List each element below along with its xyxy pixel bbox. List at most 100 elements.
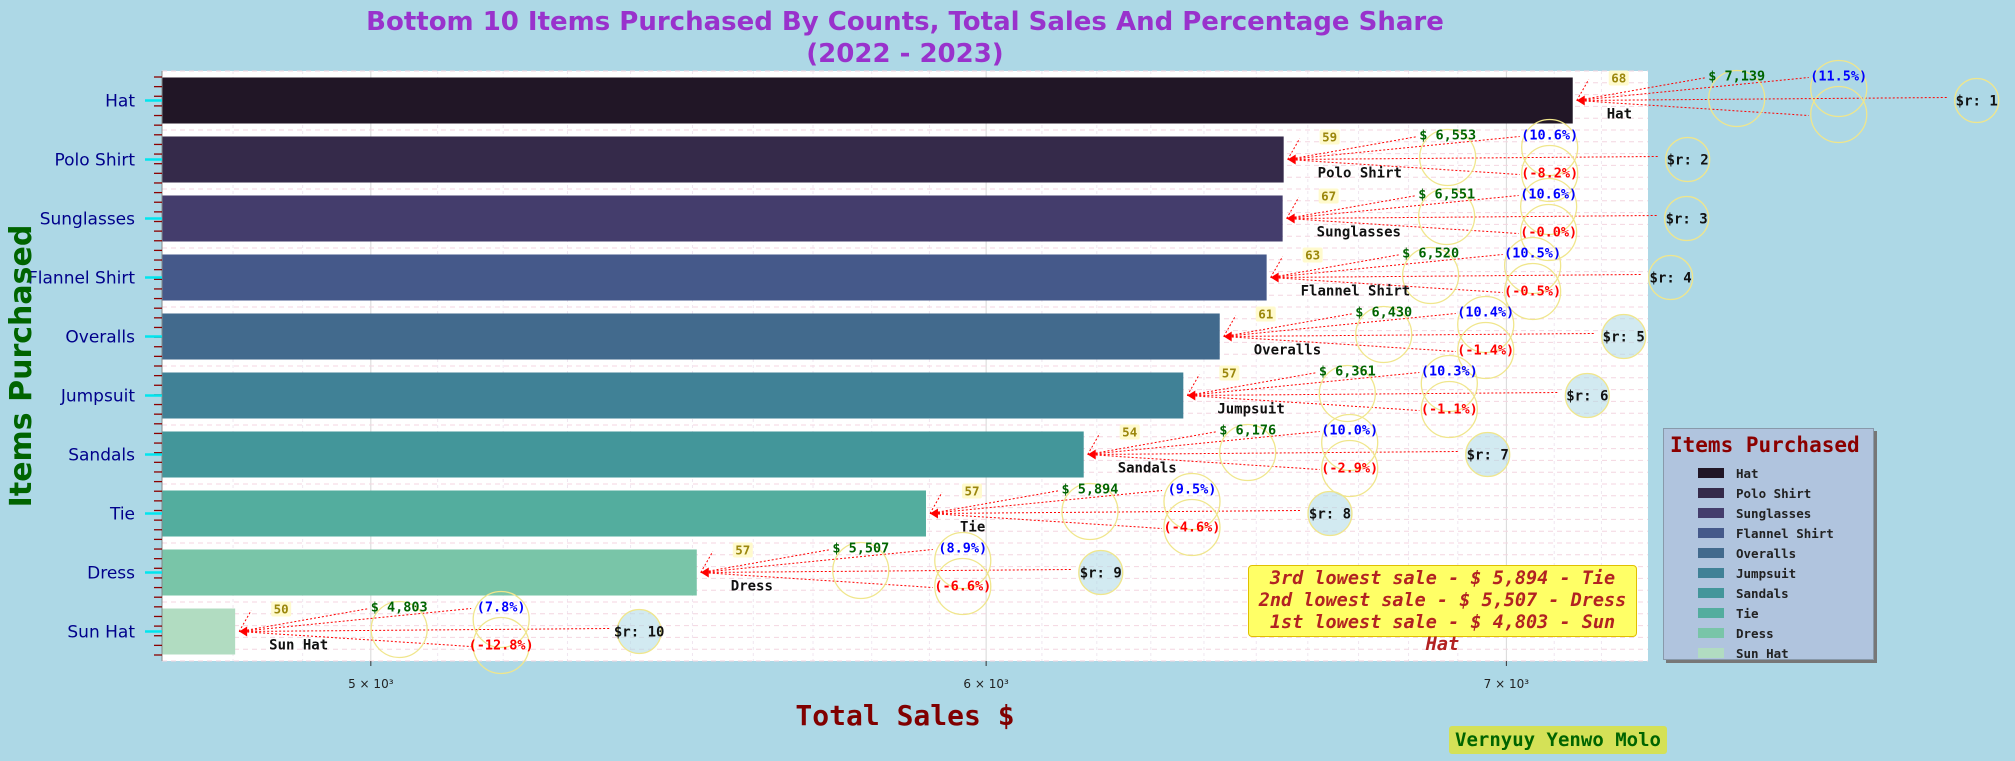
legend-label: Overalls [1736, 545, 1797, 561]
bar-7 [162, 490, 926, 537]
connector-line [239, 628, 610, 632]
connector-line [700, 551, 714, 573]
share-label: (7.8%) [477, 600, 526, 616]
legend-item: Overalls [1698, 543, 1873, 563]
item-label: Flannel Shirt [1301, 284, 1411, 300]
chart-subtitle: (2022 - 2023) [806, 39, 1003, 69]
legend-swatch [1698, 548, 1724, 558]
bar-1 [162, 136, 1284, 183]
label-circle [1503, 262, 1562, 321]
count-badge [1302, 247, 1323, 263]
connector-line [1223, 313, 1456, 337]
label-circle [934, 531, 992, 590]
count-label: 54 [1122, 425, 1137, 440]
connector-line [1087, 433, 1101, 455]
connector-line [1223, 333, 1594, 337]
legend-items: Hat Polo Shirt Sunglasses Flannel Shirt Over… [1664, 463, 1873, 663]
rank-label: $r: 3 [1666, 212, 1708, 228]
label-circle [1457, 321, 1515, 380]
bar-2 [162, 195, 1283, 242]
label-circle [1219, 423, 1277, 482]
label-circle [1521, 144, 1579, 203]
bar-4 [162, 313, 1220, 360]
connector-line [1287, 159, 1520, 175]
annotation-line-3rd: 3rd lowest sale - $ 5,894 - Tie [1269, 568, 1616, 589]
label-circle [1503, 236, 1562, 295]
rank-label: $r: 6 [1566, 389, 1608, 405]
connector-line [1286, 218, 1519, 234]
legend-label: Tie [1736, 605, 1759, 621]
bar-5 [162, 372, 1184, 419]
rank-label: $r: 1 [1956, 94, 1998, 110]
share-label: (10.4%) [1457, 305, 1514, 321]
rank-label: $r: 8 [1309, 507, 1351, 523]
connector-line [1576, 79, 1590, 101]
count-label: 67 [1321, 189, 1336, 204]
legend-swatch [1698, 568, 1724, 578]
label-circle [1647, 254, 1694, 301]
connector-line [1287, 136, 1520, 160]
y-tick-label: Flannel Shirt [28, 269, 135, 289]
label-circle [1663, 195, 1710, 242]
label-circle [1521, 118, 1579, 177]
change-label: (-0.5%) [1504, 284, 1561, 300]
rank-label: $r: 5 [1603, 330, 1645, 346]
label-circle [1601, 313, 1647, 360]
arrow-head [700, 567, 709, 578]
count-label: 63 [1305, 248, 1320, 263]
connector-line [1287, 138, 1301, 160]
count-label: 61 [1258, 307, 1273, 322]
label-circle [1564, 372, 1610, 419]
connector-line [1270, 254, 1503, 278]
change-label: (-12.8%) [469, 638, 534, 654]
rank-label: $r: 2 [1667, 153, 1709, 169]
label-circle [472, 590, 530, 649]
bar-3 [162, 254, 1267, 301]
share-label: (8.9%) [938, 541, 987, 557]
legend-item: Hat [1698, 463, 1873, 483]
value-label: $ 6,553 [1419, 128, 1476, 144]
legend-item: Jumpsuit [1698, 563, 1873, 583]
legend-label: Sun Hat [1736, 645, 1789, 661]
connector-line [929, 510, 1300, 514]
arrow-head [1223, 331, 1232, 342]
value-label: $ 5,507 [832, 541, 889, 557]
count-label: 57 [735, 543, 750, 558]
share-label: (10.6%) [1521, 128, 1578, 144]
change-label: (-1.1%) [1421, 402, 1478, 418]
connector-line [238, 610, 252, 632]
rank-label: $r: 7 [1467, 448, 1509, 464]
connector-line [1287, 156, 1658, 160]
label-circle [832, 541, 890, 600]
rank-label: $r: 4 [1650, 271, 1692, 287]
arrow-head [1286, 213, 1295, 224]
label-circle [1078, 549, 1124, 596]
y-tick-label: Polo Shirt [54, 151, 135, 171]
arrow-head [1576, 95, 1585, 106]
bar-8 [162, 549, 697, 596]
connector-line [1087, 431, 1320, 455]
connector-line [929, 513, 1163, 529]
value-label: $ 5,894 [1062, 482, 1119, 498]
item-label: Sunglasses [1317, 225, 1401, 241]
legend-label: Jumpsuit [1736, 565, 1797, 581]
connector-line [1270, 256, 1284, 278]
connector-line [1087, 454, 1320, 470]
item-label: Tie [960, 520, 985, 536]
connector-line [1286, 195, 1519, 219]
connector-line [1187, 395, 1420, 411]
arrow-head [1187, 390, 1196, 401]
label-circle [934, 557, 992, 616]
value-label: $ 4,803 [371, 600, 428, 616]
share-label: (11.5%) [1810, 69, 1867, 85]
legend-item: Polo Shirt [1698, 483, 1873, 503]
count-badge [1608, 70, 1629, 86]
legend-label: Sunglasses [1736, 505, 1812, 521]
y-tick-label: Sun Hat [67, 623, 135, 643]
y-tick-label: Jumpsuit [60, 387, 135, 407]
label-circle [1465, 431, 1511, 478]
legend-item: Dress [1698, 623, 1873, 643]
connector-line [239, 608, 472, 632]
arrow-head [929, 508, 938, 519]
